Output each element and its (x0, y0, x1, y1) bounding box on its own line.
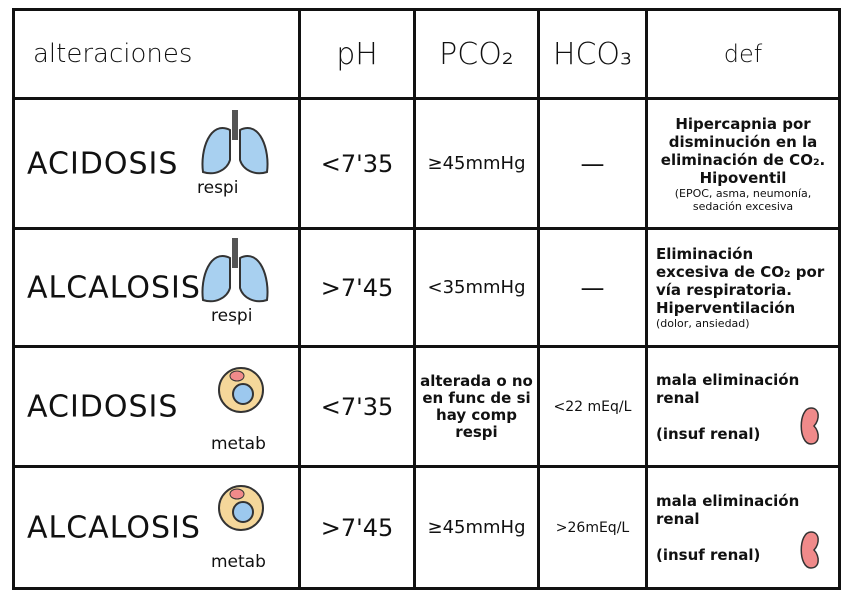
header-alteraciones: alteraciones (12, 8, 301, 100)
alteracion-name: ACIDOSIS (27, 146, 179, 181)
alteracion-cell: ALCALOSIS respi (12, 227, 301, 348)
alteracion-type: respi (211, 306, 253, 326)
header-row: alteraciones pH PCO₂ HCO₃ def (12, 8, 841, 100)
def-cell: Eliminación excesiva de CO₂ por vía resp… (645, 227, 841, 348)
alteracion-cell: ALCALOSIS metab (12, 465, 301, 590)
alteracion-type: metab (211, 552, 266, 572)
pco2-cell: ≥45mmHg (413, 97, 540, 230)
alteracion-type: metab (211, 434, 266, 454)
kidney-icon (800, 531, 819, 569)
header-def: def (645, 8, 841, 100)
def-cell: Hipercapnia por disminución en la elimin… (645, 97, 841, 230)
table-row: ACIDOSIS respi <7'35 ≥45mmHg — Hipercapn… (12, 97, 841, 230)
def-note: (dolor, ansiedad) (656, 317, 750, 330)
alteracion-name: ACIDOSIS (27, 389, 179, 424)
ph-cell: <7'35 (298, 97, 416, 230)
table-row: ALCALOSIS respi >7'45 <35mmHg — Eliminac… (12, 227, 841, 348)
pco2-cell: <35mmHg (413, 227, 540, 348)
def-cell: mala eliminación renal (insuf renal) (645, 465, 841, 590)
def-note: (EPOC, asma, neumonía, sedación excesiva (674, 186, 812, 213)
alteracion-name: ALCALOSIS (27, 270, 201, 305)
kidney-icon (800, 407, 819, 445)
ph-cell: >7'45 (298, 465, 416, 590)
lungs-icon (201, 238, 269, 303)
cell-icon (218, 367, 264, 413)
table-row: ALCALOSIS metab >7'45 ≥45mmHg >26mEq/L m… (12, 465, 841, 590)
hco3-cell: >26mEq/L (537, 465, 648, 590)
ph-cell: <7'35 (298, 345, 416, 468)
def-text: mala eliminación renal (656, 370, 800, 407)
pco2-cell: ≥45mmHg (413, 465, 540, 590)
def-text: Eliminación excesiva de CO₂ por vía resp… (656, 245, 825, 317)
cell-icon (218, 485, 264, 531)
hco3-cell: — (537, 97, 648, 230)
alteracion-type: respi (197, 178, 239, 198)
alteracion-cell: ACIDOSIS metab (12, 345, 301, 468)
def-note: (insuf renal) (656, 545, 761, 564)
table-row: ACIDOSIS metab <7'35 alterada o no en fu… (12, 345, 841, 468)
hco3-cell: — (537, 227, 648, 348)
hco3-cell: <22 mEq/L (537, 345, 648, 468)
header-pco2: PCO₂ (413, 8, 540, 100)
def-cell: mala eliminación renal (insuf renal) (645, 345, 841, 468)
alteracion-name: ALCALOSIS (27, 510, 201, 545)
acid-base-table: alteraciones pH PCO₂ HCO₃ def ACIDOSIS r… (12, 8, 841, 590)
alteracion-cell: ACIDOSIS respi (12, 97, 301, 230)
def-note: (insuf renal) (656, 424, 761, 443)
header-hco3: HCO₃ (537, 8, 648, 100)
def-text: mala eliminación renal (656, 491, 800, 528)
pco2-cell: alterada o no en func de si hay comp res… (413, 345, 540, 468)
lungs-icon (201, 110, 269, 175)
def-text: Hipercapnia por disminución en la elimin… (660, 114, 826, 187)
ph-cell: >7'45 (298, 227, 416, 348)
header-ph: pH (298, 8, 416, 100)
